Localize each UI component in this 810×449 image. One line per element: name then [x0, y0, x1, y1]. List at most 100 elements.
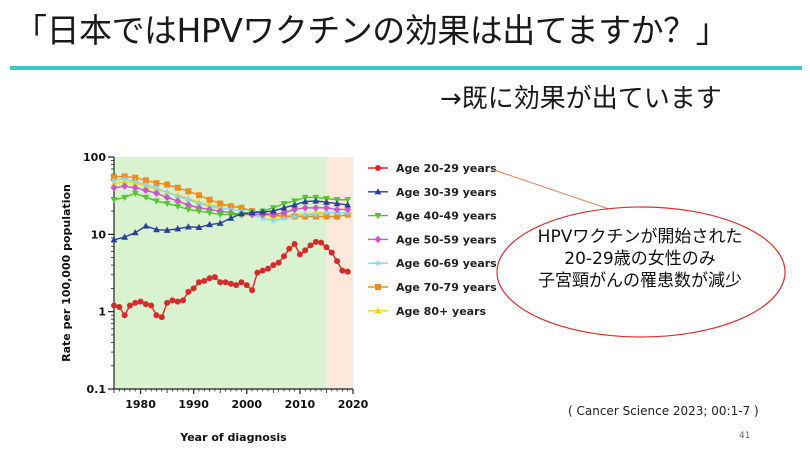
data-point: [153, 198, 160, 205]
data-point: [238, 279, 245, 286]
data-point: [333, 199, 341, 207]
callout-line-2: 20-29歳の女性のみ: [564, 249, 716, 269]
data-point: [116, 303, 123, 310]
chart-legend: Age 20-29 years Age 30-39 years Age 40-49 …: [368, 162, 497, 318]
data-point: [344, 205, 352, 214]
data-point: [328, 249, 335, 256]
data-point: [227, 280, 234, 287]
data-point: [195, 192, 202, 199]
x-tick-label: 1980: [125, 398, 156, 411]
data-point: [152, 183, 161, 192]
data-point: [307, 242, 314, 249]
data-point: [302, 247, 309, 254]
data-point: [280, 253, 287, 260]
data-point: [184, 201, 192, 209]
y-tick-label: 100: [83, 151, 106, 164]
data-point: [206, 275, 213, 282]
legend-item: Age 80+ years: [368, 305, 487, 318]
title-underline: [10, 66, 802, 70]
data-point: [323, 244, 330, 251]
legend-item: Age 60-69 years: [368, 257, 497, 270]
data-point: [142, 180, 150, 188]
data-point: [110, 197, 118, 204]
data-point: [185, 188, 192, 195]
data-point: [142, 177, 149, 184]
data-point: [344, 211, 351, 218]
data-point: [375, 284, 381, 290]
data-point: [233, 282, 240, 289]
x-tick-label: 2020: [338, 398, 369, 411]
data-point: [254, 269, 261, 276]
data-point: [290, 205, 299, 214]
data-point: [126, 302, 133, 309]
slide-subtitle: →既に効果が出ています: [440, 84, 722, 114]
data-point: [375, 165, 381, 171]
data-point: [269, 216, 278, 224]
data-point: [339, 267, 346, 274]
data-point: [374, 259, 382, 267]
data-point: [121, 312, 128, 319]
data-point: [227, 205, 235, 213]
data-point: [121, 178, 129, 185]
data-point: [312, 213, 319, 220]
data-point: [301, 198, 309, 205]
data-point: [374, 235, 382, 243]
data-point: [110, 184, 118, 192]
data-point: [163, 226, 171, 233]
data-point: [195, 208, 203, 215]
data-point: [152, 189, 161, 197]
data-point: [163, 193, 171, 202]
callout-line-3: 子宮頸がんの罹患数が減少: [538, 271, 742, 291]
callout-text: HPVワクチンが開始された 20-29歳の女性のみ 子宮頸がんの罹患数が減少: [505, 226, 775, 292]
data-point: [222, 279, 229, 286]
legend-label: Age 20-29 years: [396, 162, 497, 175]
data-point: [269, 207, 277, 214]
callout-pointer-line: [493, 169, 613, 211]
data-point: [296, 251, 303, 258]
legend-label: Age 50-59 years: [396, 233, 497, 246]
x-tick-label: 2000: [231, 398, 262, 411]
data-point: [301, 204, 309, 212]
data-point: [174, 203, 182, 210]
data-point: [184, 195, 193, 203]
data-point: [302, 213, 309, 220]
data-point: [374, 213, 382, 220]
data-point: [174, 225, 182, 232]
data-point: [206, 196, 213, 203]
data-point: [110, 236, 118, 243]
data-point: [153, 226, 160, 233]
legend-label: Age 40-49 years: [396, 210, 497, 223]
data-point: [280, 214, 288, 222]
data-point: [132, 299, 139, 306]
legend-label: Age 60-69 years: [396, 257, 497, 270]
data-point: [312, 197, 320, 204]
data-point: [217, 279, 224, 286]
y-tick-label: 10: [91, 228, 107, 241]
data-point: [374, 307, 382, 314]
legend-item: Age 70-79 years: [368, 281, 497, 294]
data-point: [142, 194, 150, 202]
data-point: [174, 298, 181, 305]
data-point: [280, 204, 288, 211]
data-point: [323, 198, 330, 205]
series-0: [111, 238, 351, 321]
data-point: [291, 240, 298, 247]
data-point: [174, 184, 181, 191]
y-tick-label: 1: [98, 306, 106, 319]
data-point: [169, 297, 176, 304]
data-point: [216, 219, 224, 226]
data-point: [323, 213, 330, 220]
data-point: [265, 265, 272, 272]
data-point: [195, 199, 203, 207]
data-point: [249, 287, 256, 294]
data-point: [344, 201, 352, 208]
data-point: [110, 176, 118, 184]
legend-item: Age 50-59 years: [368, 233, 497, 246]
data-point: [131, 184, 139, 192]
data-point: [163, 188, 171, 196]
data-point: [344, 268, 351, 275]
data-point: [238, 210, 245, 217]
data-point: [243, 282, 250, 289]
data-point: [334, 258, 341, 265]
